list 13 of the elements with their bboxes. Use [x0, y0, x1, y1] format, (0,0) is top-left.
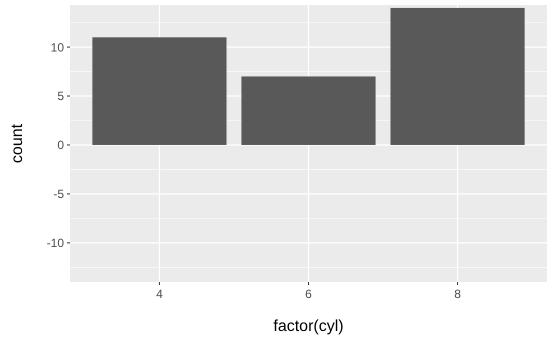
- bar: [241, 76, 376, 145]
- bar: [390, 8, 525, 145]
- x-axis-title: factor(cyl): [273, 318, 344, 335]
- y-tick-label: -5: [53, 187, 64, 202]
- y-tick-label: 0: [57, 138, 64, 152]
- y-tick-label: 10: [50, 40, 64, 54]
- y-axis-title: count: [9, 123, 26, 164]
- x-tick-label: 8: [454, 287, 462, 301]
- x-tick-label: 4: [156, 287, 164, 301]
- y-tick-label: -10: [46, 236, 64, 250]
- bar: [92, 37, 227, 145]
- x-tick-label: 6: [305, 287, 312, 301]
- y-tick-label: 5: [57, 89, 64, 104]
